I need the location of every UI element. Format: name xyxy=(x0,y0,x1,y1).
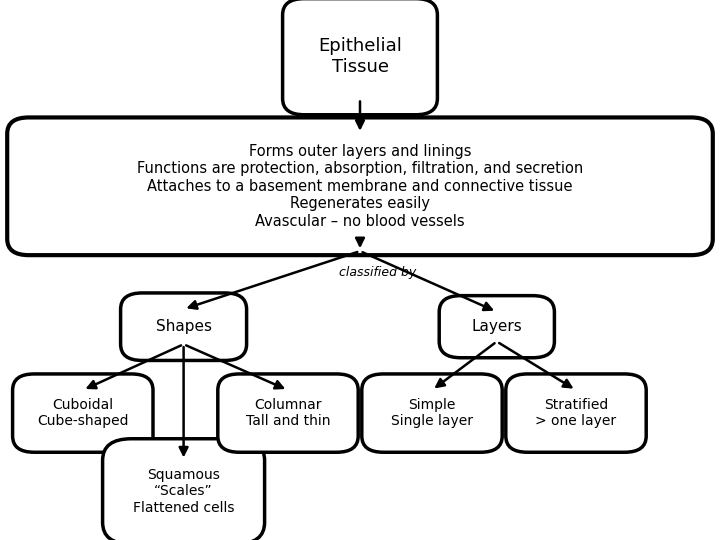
Text: Epithelial
Tissue: Epithelial Tissue xyxy=(318,37,402,76)
FancyBboxPatch shape xyxy=(7,117,713,255)
Text: Columnar
Tall and thin: Columnar Tall and thin xyxy=(246,398,330,428)
FancyBboxPatch shape xyxy=(13,374,153,453)
FancyBboxPatch shape xyxy=(361,374,503,453)
FancyBboxPatch shape xyxy=(121,293,246,361)
FancyBboxPatch shape xyxy=(282,0,438,115)
Text: Forms outer layers and linings
Functions are protection, absorption, filtration,: Forms outer layers and linings Functions… xyxy=(137,144,583,228)
FancyBboxPatch shape xyxy=(217,374,359,453)
Text: Squamous
“Scales”
Flattened cells: Squamous “Scales” Flattened cells xyxy=(133,468,234,515)
FancyBboxPatch shape xyxy=(439,296,554,357)
FancyBboxPatch shape xyxy=(102,438,265,540)
Text: Stratified
> one layer: Stratified > one layer xyxy=(536,398,616,428)
Text: Layers: Layers xyxy=(472,319,522,334)
FancyBboxPatch shape xyxy=(505,374,647,453)
Text: Shapes: Shapes xyxy=(156,319,212,334)
Text: Cuboidal
Cube-shaped: Cuboidal Cube-shaped xyxy=(37,398,129,428)
Text: Simple
Single layer: Simple Single layer xyxy=(391,398,473,428)
Text: classified by: classified by xyxy=(339,266,417,279)
